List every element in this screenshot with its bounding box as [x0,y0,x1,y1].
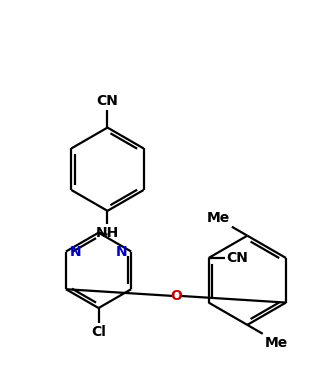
Text: N: N [116,245,127,259]
Text: CN: CN [97,94,118,108]
Text: N: N [70,245,81,259]
Text: Cl: Cl [91,325,106,339]
Text: CN: CN [226,251,248,265]
Text: Me: Me [265,336,288,350]
Text: NH: NH [96,226,119,240]
Text: Me: Me [207,211,230,225]
Text: O: O [170,289,182,303]
